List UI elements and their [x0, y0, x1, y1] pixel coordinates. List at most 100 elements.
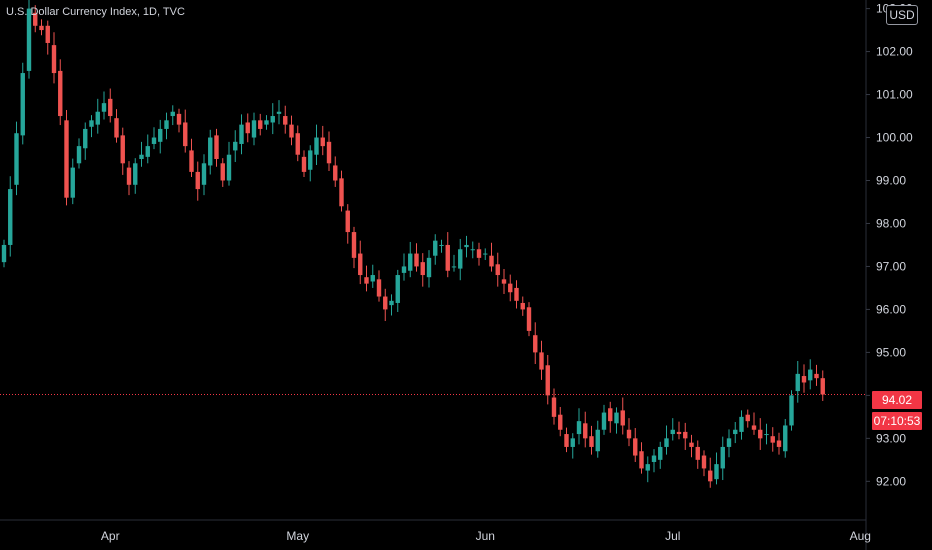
candle-body: [470, 249, 475, 251]
candle-body: [58, 70, 63, 117]
candle-body: [64, 120, 69, 198]
candle-body: [333, 165, 338, 181]
candle-body: [570, 438, 575, 447]
candle-body: [526, 307, 532, 331]
candle-body: [164, 120, 169, 129]
x-tick-label: Jul: [665, 529, 680, 543]
candle-body: [289, 124, 294, 138]
y-tick-label: 99.00: [876, 173, 906, 187]
candle-body: [14, 133, 19, 185]
candle-body: [108, 98, 113, 117]
candle-body: [1, 244, 7, 263]
candle-body: [420, 262, 425, 276]
candle-body: [326, 141, 332, 164]
candle-body: [501, 279, 507, 284]
candle-body: [533, 335, 538, 353]
chart-title: U.S. Dollar Currency Index, 1D, TVC: [6, 6, 185, 18]
candle-body: [689, 442, 694, 447]
candle-body: [458, 249, 463, 269]
candle-body: [26, 8, 32, 71]
candle-body: [220, 163, 225, 181]
y-tick-label: 102.00: [876, 45, 913, 59]
candle-body: [33, 12, 38, 26]
x-tick-label: Aug: [850, 529, 871, 543]
candle-body: [633, 438, 638, 456]
candle-body: [476, 249, 482, 258]
candle-body: [20, 73, 25, 136]
candle-body: [739, 416, 744, 432]
candle-body: [626, 429, 632, 439]
candle-body: [401, 266, 407, 273]
candle-body: [158, 128, 163, 142]
candle-body: [433, 240, 438, 256]
candle-body: [445, 244, 450, 271]
y-tick-label: 98.00: [876, 216, 906, 230]
candle-body: [45, 25, 50, 43]
last-price-label: 94.02: [872, 391, 922, 409]
candle-body: [589, 436, 594, 447]
candle-body: [126, 167, 132, 185]
candle-body: [351, 232, 357, 258]
candle-body: [751, 425, 757, 430]
candle-body: [195, 171, 200, 190]
x-tick-label: May: [286, 529, 309, 543]
candle-body: [514, 287, 519, 301]
x-tick-label: Apr: [101, 529, 120, 543]
candle-body: [133, 163, 138, 185]
candle-body: [758, 429, 763, 439]
candle-body: [620, 410, 625, 426]
y-tick-label: 93.00: [876, 431, 906, 445]
currency-button[interactable]: USD: [886, 5, 918, 25]
candle-body: [270, 116, 275, 123]
candle-body: [226, 154, 232, 181]
candle-body: [276, 111, 282, 114]
candle-body: [608, 408, 613, 422]
candle-body: [683, 431, 688, 439]
candle-body: [508, 283, 513, 293]
candle-body: [370, 275, 375, 282]
candle-body: [639, 451, 644, 469]
candle-body: [414, 253, 419, 267]
candle-body: [801, 376, 807, 383]
candle-body: [408, 253, 413, 271]
candle-body: [789, 395, 794, 426]
candle-body: [301, 156, 307, 172]
candle-body: [201, 163, 207, 185]
candle-body: [770, 436, 775, 443]
y-tick-label: 95.00: [876, 345, 906, 359]
candle-body: [189, 150, 194, 172]
candle-body: [783, 425, 788, 452]
candle-body: [295, 133, 300, 155]
candle-body: [714, 464, 719, 480]
candle-body: [483, 253, 488, 255]
candle-body: [8, 189, 13, 245]
candle-body: [376, 279, 382, 297]
candle-body: [545, 365, 550, 396]
candle-body: [464, 244, 469, 248]
candle-body: [320, 137, 325, 147]
candle-body: [551, 397, 557, 417]
candle-body: [645, 464, 650, 471]
candle-body: [426, 257, 432, 278]
candle-body: [308, 150, 313, 170]
x-tick-label: Jun: [476, 529, 495, 543]
candle-body: [314, 137, 319, 155]
candle-body: [795, 373, 800, 392]
candle-body: [151, 137, 157, 144]
candle-body: [701, 455, 707, 469]
candle-body: [39, 25, 44, 31]
candle-body: [95, 111, 100, 125]
candle-body: [51, 45, 57, 74]
candle-body: [764, 434, 769, 436]
candle-body: [564, 434, 569, 447]
candle-body: [383, 296, 388, 310]
candle-body: [176, 113, 182, 125]
candle-body: [89, 120, 94, 127]
candle-body: [439, 244, 444, 246]
candle-body: [576, 421, 582, 435]
candle-body: [489, 255, 494, 267]
countdown-label: 07:10:53: [872, 412, 922, 430]
candle-body: [239, 124, 244, 144]
candle-body: [658, 446, 663, 460]
